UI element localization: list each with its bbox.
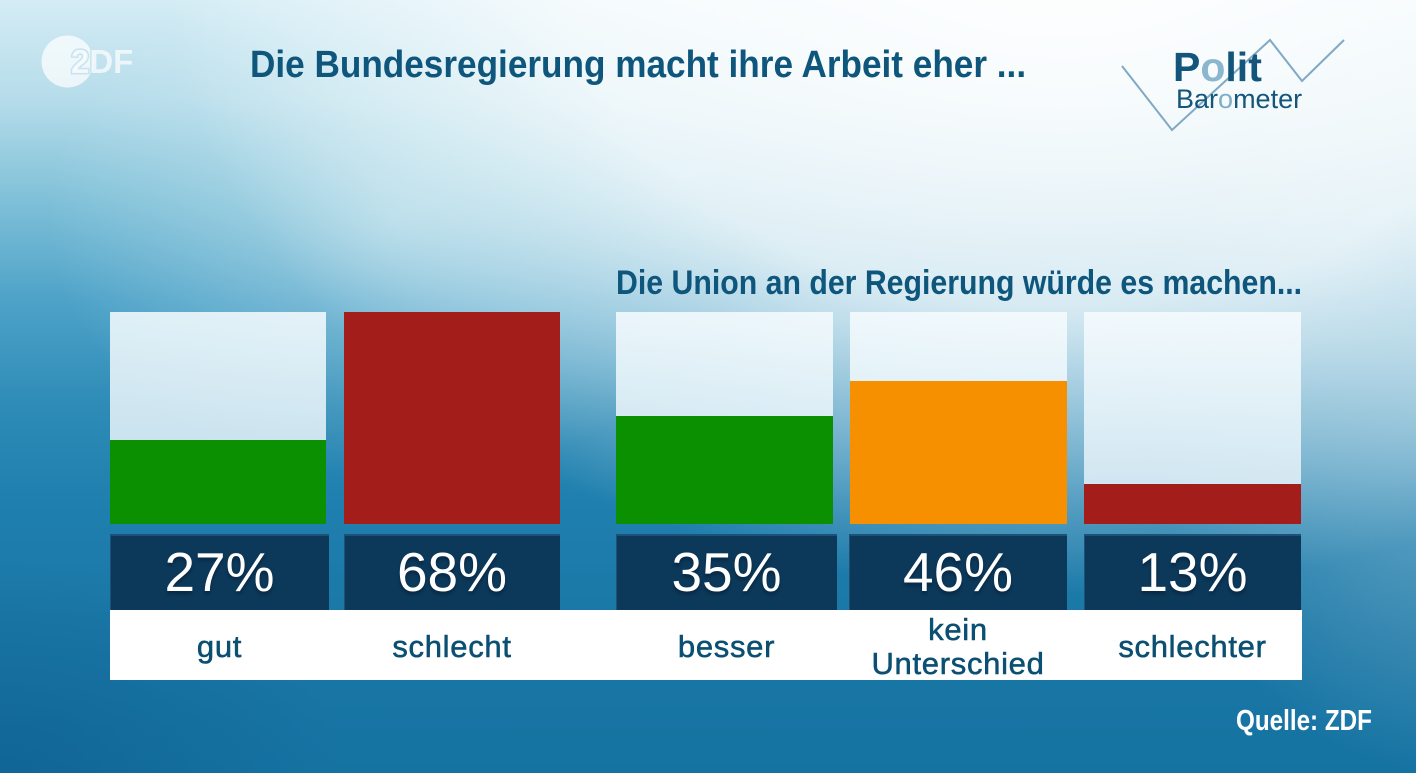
svg-text:Polit: Polit (1173, 44, 1262, 90)
svg-text:2DF: 2DF (71, 43, 133, 80)
svg-text:2DF: 2DF (71, 43, 133, 80)
svg-text:Barometer: Barometer (1176, 84, 1302, 114)
